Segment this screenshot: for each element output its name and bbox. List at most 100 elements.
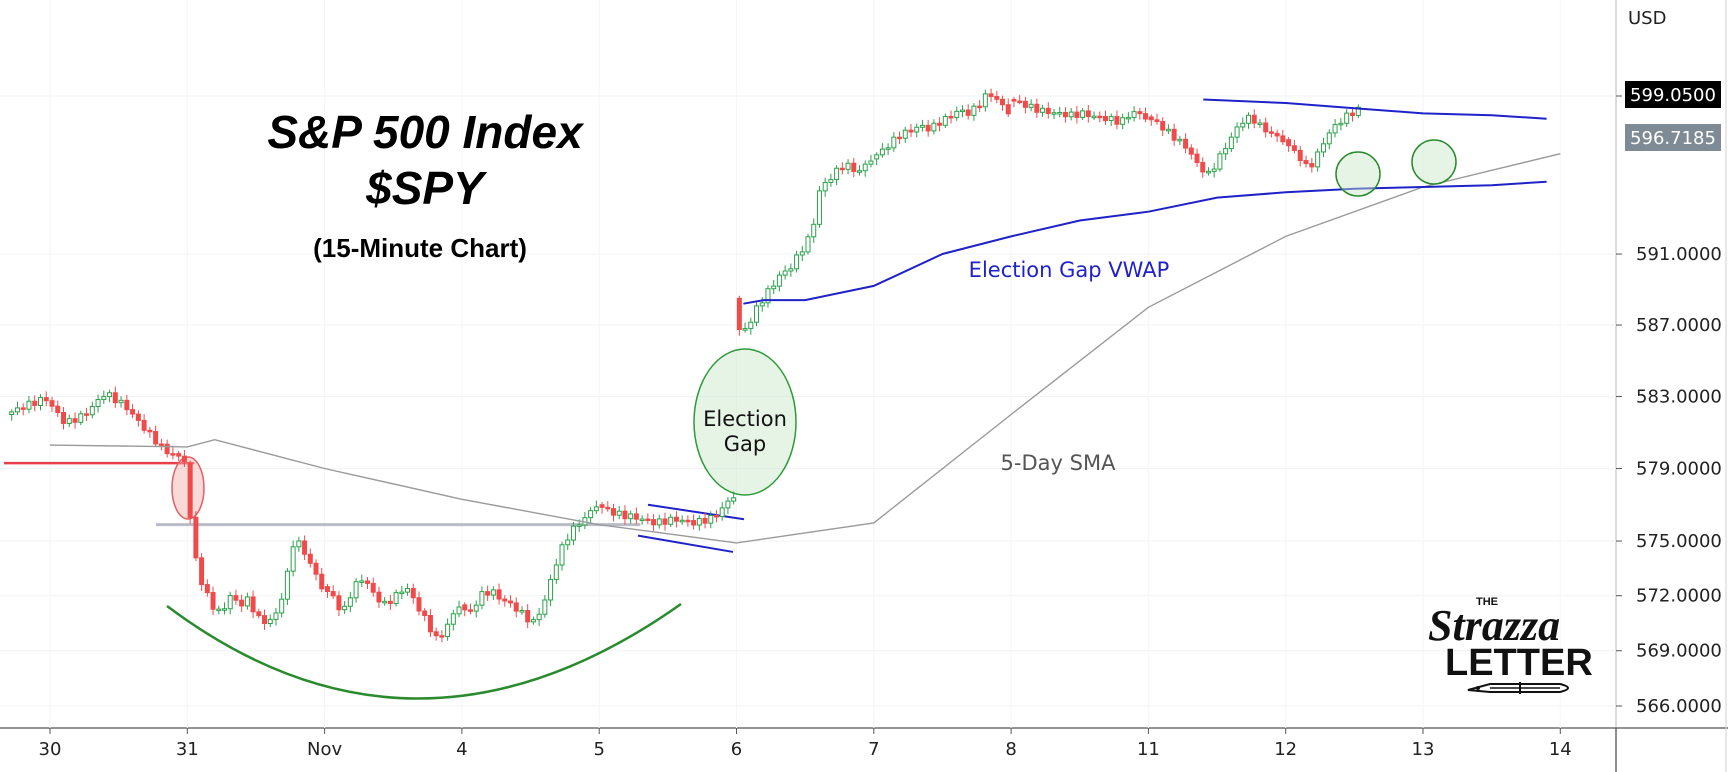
candle: [1108, 113, 1114, 126]
pen-icon: [1467, 682, 1569, 694]
candle: [868, 154, 874, 168]
candle: [673, 511, 679, 528]
candle: [570, 521, 576, 546]
candle: [387, 594, 393, 610]
candle: [811, 218, 817, 243]
candle: [651, 514, 657, 531]
sma-price-tag-bg: [1625, 124, 1721, 151]
candle: [118, 396, 124, 408]
candle: [422, 607, 428, 622]
candle: [1246, 112, 1252, 129]
logo-letter: LETTER: [1445, 642, 1593, 684]
candle: [164, 439, 170, 458]
candle: [925, 120, 931, 137]
series-upper-vwap-band: [1203, 98, 1547, 120]
candle: [1120, 113, 1126, 130]
grid-layer: [0, 95, 1616, 707]
candle: [170, 447, 176, 460]
candle: [845, 159, 851, 175]
candle: [124, 394, 130, 416]
candle: [37, 394, 43, 411]
candle: [1183, 133, 1189, 154]
candle: [216, 605, 222, 615]
candle: [799, 245, 805, 262]
candle: [479, 586, 485, 610]
candle: [668, 514, 674, 528]
candle: [153, 425, 159, 447]
candle: [319, 567, 325, 593]
vwap-touch-circle-2: [1411, 139, 1457, 185]
candle: [593, 500, 599, 514]
candle: [713, 510, 719, 523]
candle: [233, 589, 239, 605]
candle: [347, 591, 353, 613]
candle: [89, 401, 95, 419]
candle: [1257, 118, 1263, 128]
candle: [1148, 114, 1154, 126]
candle: [147, 426, 153, 438]
candle: [1085, 105, 1091, 123]
candles-layer: [9, 88, 1361, 643]
candle: [107, 389, 113, 403]
candle: [1028, 99, 1034, 112]
candle: [862, 160, 868, 177]
candle: [382, 597, 388, 606]
candle: [1223, 142, 1229, 160]
candle: [181, 449, 187, 467]
series-election-gap-vwap: [743, 180, 1547, 305]
candle: [376, 586, 382, 609]
candle: [1131, 106, 1137, 122]
candle: [1194, 148, 1200, 167]
candle: [994, 90, 1000, 104]
candle: [84, 407, 90, 422]
y-tick-label: 587.0000: [1636, 315, 1722, 336]
candle: [467, 603, 473, 615]
candle: [937, 117, 943, 132]
y-tick-label: 569.0000: [1636, 641, 1722, 662]
candle: [908, 124, 914, 138]
candle: [1040, 104, 1046, 118]
chart-ticker: $SPY: [365, 162, 488, 214]
x-tick-label: 6: [731, 739, 742, 760]
candle: [262, 609, 268, 630]
y-tick-label: 575.0000: [1636, 531, 1722, 552]
candle: [822, 177, 828, 197]
candle: [885, 143, 891, 156]
sma-label: 5-Day SMA: [1001, 451, 1117, 475]
candle: [731, 491, 737, 505]
candle: [330, 585, 336, 600]
sma-price-value: 596.7185: [1630, 128, 1716, 149]
candle: [1263, 117, 1269, 138]
x-tick-label: 4: [456, 739, 467, 760]
candle: [393, 589, 399, 607]
strazza-letter-logo: THE Strazza LETTER: [1428, 596, 1593, 694]
candle: [691, 514, 697, 530]
candle: [1011, 96, 1017, 108]
candle: [445, 618, 451, 641]
candle: [284, 568, 290, 605]
candle: [450, 609, 456, 631]
flag-upper-line: [647, 503, 745, 521]
candle: [891, 132, 897, 152]
candle: [856, 165, 862, 176]
candle: [1309, 157, 1315, 173]
candle: [708, 511, 714, 529]
candle: [365, 577, 371, 589]
candle: [227, 591, 233, 615]
candle: [645, 513, 651, 525]
x-tick-label: 12: [1274, 739, 1297, 760]
candle: [399, 585, 405, 599]
candle: [931, 119, 937, 135]
candle: [605, 501, 611, 512]
candle: [1315, 148, 1321, 172]
touch-circles: [1335, 139, 1457, 197]
candle: [26, 396, 32, 414]
candle: [834, 165, 840, 186]
candle: [135, 410, 141, 427]
candle: [536, 608, 542, 627]
candle: [336, 591, 342, 616]
candle: [1125, 112, 1131, 124]
candle: [239, 594, 245, 613]
candle: [1091, 111, 1097, 120]
